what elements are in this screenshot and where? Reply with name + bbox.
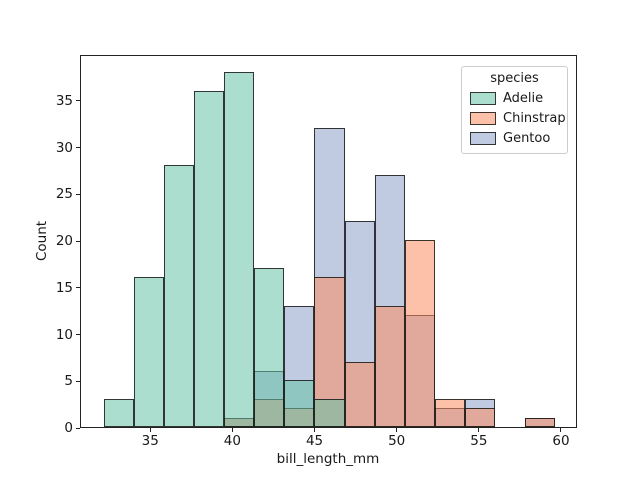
legend-items: Adelie Chinstrap Gentoo [470, 91, 566, 146]
x-tick-label: 35 [141, 433, 159, 449]
legend-entry-label: Gentoo [503, 131, 551, 146]
x-tick-label: 45 [305, 433, 324, 449]
y-tick-mark [76, 147, 80, 149]
legend-entry-gentoo: Gentoo [470, 131, 559, 146]
histogram-bar-adelie [254, 268, 285, 427]
legend-entry-adelie: Adelie [470, 91, 559, 106]
x-tick-mark [314, 428, 316, 432]
histogram-bar-adelie [194, 90, 225, 427]
legend-entry-label: Adelie [503, 91, 544, 106]
histogram-bar-chinstrap [435, 399, 466, 427]
histogram-bar-adelie [224, 71, 255, 427]
y-tick-label: 20 [55, 233, 73, 250]
legend: species Adelie Chinstrap Gentoo [461, 66, 568, 154]
y-axis-label: Count [34, 220, 50, 262]
plot-area: species Adelie Chinstrap Gentoo [80, 55, 577, 428]
histogram-bar-chinstrap [404, 240, 435, 427]
y-tick-mark [76, 427, 80, 429]
x-tick-mark [149, 428, 151, 432]
x-tick-label: 55 [470, 433, 488, 449]
legend-color-patch [470, 92, 496, 105]
histogram-bar-adelie [314, 399, 345, 427]
histogram-bar-adelie [163, 165, 194, 427]
y-tick-mark [76, 100, 80, 102]
histogram-bar-adelie [133, 277, 164, 427]
histogram-bar-chinstrap [525, 417, 556, 427]
x-tick-mark [231, 428, 233, 432]
legend-color-patch [470, 112, 496, 125]
y-tick-label: 25 [55, 186, 73, 203]
histogram-bar-adelie [103, 399, 134, 427]
legend-entry-chinstrap: Chinstrap [470, 111, 566, 126]
y-tick-mark [76, 287, 80, 289]
y-tick-mark [76, 334, 80, 336]
y-tick-label: 30 [55, 139, 73, 156]
y-tick-mark [76, 380, 80, 382]
legend-color-patch [470, 132, 496, 145]
histogram-bar-chinstrap [465, 408, 496, 427]
y-tick-mark [76, 240, 80, 242]
x-tick-label: 60 [552, 433, 570, 449]
y-tick-label: 0 [64, 420, 73, 436]
x-tick-mark [478, 428, 480, 432]
x-tick-mark [396, 428, 398, 432]
histogram-bar-chinstrap [344, 361, 375, 427]
x-tick-label: 50 [388, 433, 406, 449]
y-tick-mark [76, 193, 80, 195]
legend-entry-label: Chinstrap [503, 111, 566, 126]
histogram-bar-chinstrap [374, 305, 405, 427]
histogram-bar-adelie [284, 380, 315, 427]
x-axis-label: bill_length_mm [276, 451, 380, 467]
x-tick-label: 40 [223, 433, 241, 449]
y-tick-label: 35 [55, 92, 73, 109]
y-tick-label: 15 [55, 279, 73, 296]
y-tick-label: 10 [55, 326, 73, 343]
x-tick-mark [560, 428, 562, 432]
legend-title: species [490, 71, 539, 86]
y-tick-label: 5 [64, 373, 73, 390]
